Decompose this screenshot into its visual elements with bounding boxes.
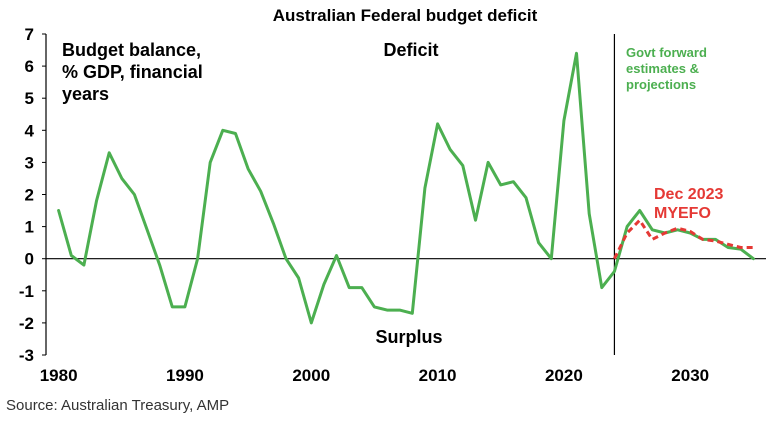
myefo-series-line [613,218,754,260]
myefo-label-line: MYEFO [654,205,711,222]
y-tick-label: 2 [25,186,34,205]
budget-balance-series-line [57,51,755,325]
y-tick-label: -2 [19,314,34,333]
x-tick-label: 1990 [166,366,204,385]
myefo-label-line: Dec 2023 [654,186,723,203]
x-axis-ticks: 1980 1990 2000 2010 2020 2030 [40,366,709,385]
plot-frame [45,34,766,355]
y-tick-label: 5 [25,89,34,108]
y-tick-label: 0 [25,250,34,269]
source-note: Source: Australian Treasury, AMP [6,397,230,414]
x-tick-label: 1980 [40,366,78,385]
forward-estimates-label-line: estimates & [626,61,699,76]
y-tick-label: 3 [25,153,34,172]
y-axis-label-line: Budget balance, [62,40,201,60]
surplus-label: Surplus [375,327,442,347]
y-tick-label: 1 [25,218,34,237]
y-axis-ticks: -3 -2 -1 0 1 2 3 4 5 6 7 [19,25,46,365]
y-axis-label-line: % GDP, financial [62,62,203,82]
series-layer [57,51,755,325]
y-tick-label: -1 [19,282,34,301]
y-tick-label: 6 [25,57,34,76]
x-tick-label: 2030 [671,366,709,385]
forward-estimates-label-line: Govt forward [626,45,707,60]
x-tick-label: 2010 [419,366,457,385]
forward-estimates-label-line: projections [626,77,696,92]
deficit-label: Deficit [383,40,438,60]
y-tick-label: -3 [19,346,34,365]
y-tick-label: 7 [25,25,34,44]
y-axis-label-line: years [62,84,109,104]
x-tick-label: 2000 [292,366,330,385]
chart-title: Australian Federal budget deficit [273,6,538,25]
x-tick-label: 2020 [545,366,583,385]
y-tick-label: 4 [25,121,35,140]
chart: Australian Federal budget deficit -3 -2 -1… [19,6,766,385]
